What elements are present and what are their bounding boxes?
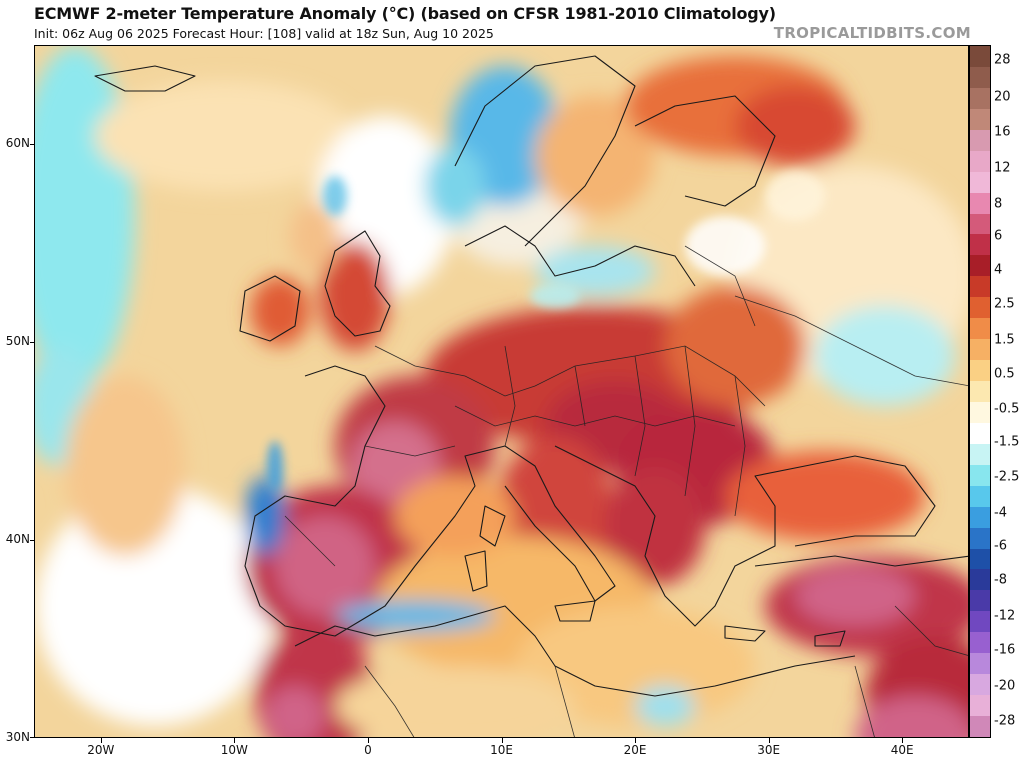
longitude-label: 20W — [87, 743, 115, 757]
colorbar-label: 28 — [994, 52, 1011, 68]
colorbar-segment — [970, 129, 990, 151]
colorbar-label: -28 — [994, 713, 1016, 729]
colorbar-label: -1.5 — [994, 434, 1020, 450]
colorbar — [969, 45, 991, 738]
colorbar-segment — [970, 171, 990, 193]
colorbar-label: 0.5 — [994, 366, 1015, 382]
latitude-label: 60N — [5, 136, 30, 150]
colorbar-segment — [970, 360, 990, 381]
map-title: ECMWF 2-meter Temperature Anomaly (°C) (… — [34, 4, 776, 23]
anomaly-map — [34, 45, 969, 738]
longitude-label: 0 — [364, 743, 372, 757]
longitude-tick — [234, 738, 236, 743]
colorbar-label: -4 — [994, 505, 1007, 521]
colorbar-segment — [970, 318, 990, 340]
longitude-label: 10E — [490, 743, 513, 757]
longitude-label: 10W — [220, 743, 248, 757]
latitude-label: 50N — [5, 334, 30, 348]
colorbar-segment — [970, 108, 990, 130]
colorbar-segment — [970, 464, 990, 486]
colorbar-segment — [970, 150, 990, 172]
colorbar-label: 20 — [994, 89, 1011, 105]
colorbar-segment — [970, 443, 990, 465]
country-borders — [284, 245, 968, 737]
colorbar-label: -20 — [994, 678, 1016, 694]
longitude-label: 40E — [890, 743, 914, 757]
colorbar-segment — [970, 527, 990, 549]
latitude-tick — [30, 540, 35, 541]
longitude-tick — [100, 738, 102, 743]
longitude-tick — [768, 738, 770, 743]
latitude-tick — [30, 737, 35, 738]
colorbar-segment — [970, 716, 990, 737]
colorbar-label: 4 — [994, 262, 1003, 278]
colorbar-segment — [970, 590, 990, 612]
colorbar-label: -12 — [994, 608, 1016, 624]
colorbar-label: 12 — [994, 160, 1011, 176]
colorbar-segment — [970, 653, 990, 675]
colorbar-label: -8 — [994, 572, 1007, 588]
colorbar-segment — [970, 569, 990, 591]
colorbar-label: -0.5 — [994, 401, 1020, 417]
colorbar-label: 1.5 — [994, 332, 1015, 348]
colorbar-segment — [970, 485, 990, 507]
colorbar-segment — [970, 46, 990, 67]
anomaly-field — [35, 46, 968, 737]
colorbar-segment — [970, 192, 990, 214]
colorbar-segment — [970, 674, 990, 696]
colorbar-segment — [970, 695, 990, 716]
longitude-label: 20E — [623, 743, 647, 757]
colorbar-label: -6 — [994, 538, 1007, 554]
colorbar-segment — [970, 213, 990, 235]
colorbar-segment — [970, 381, 990, 402]
forecast-info: Init: 06z Aug 06 2025 Forecast Hour: [10… — [34, 26, 494, 41]
coastlines — [94, 55, 968, 697]
colorbar-segment — [970, 422, 990, 444]
colorbar-segment — [970, 276, 990, 298]
colorbar-label: -16 — [994, 642, 1016, 658]
anomaly-detail — [267, 171, 825, 491]
colorbar-label: 8 — [994, 196, 1003, 212]
colorbar-label: 6 — [994, 228, 1003, 244]
colorbar-segment — [970, 339, 990, 361]
colorbar-segment — [970, 234, 990, 256]
colorbar-label: 16 — [994, 124, 1011, 140]
colorbar-segment — [970, 255, 990, 277]
colorbar-segment — [970, 87, 990, 109]
colorbar-segment — [970, 401, 990, 423]
latitude-tick — [30, 342, 35, 343]
latitude-label: 30N — [5, 730, 30, 744]
colorbar-segment — [970, 66, 990, 88]
colorbar-segment — [970, 632, 990, 654]
colorbar-segment — [970, 611, 990, 633]
longitude-label: 30E — [757, 743, 781, 757]
colorbar-label: 2.5 — [994, 296, 1015, 312]
latitude-tick — [30, 144, 35, 145]
latitude-label: 40N — [5, 532, 30, 546]
longitude-tick — [501, 738, 503, 743]
colorbar-segment — [970, 297, 990, 319]
site-watermark: TROPICALTIDBITS.COM — [773, 24, 971, 42]
longitude-tick — [635, 738, 637, 743]
longitude-tick — [902, 738, 904, 743]
colorbar-segment — [970, 506, 990, 528]
colorbar-segment — [970, 548, 990, 570]
colorbar-label: -2.5 — [994, 469, 1020, 485]
anomaly-map-graphic — [35, 46, 968, 737]
longitude-tick — [367, 738, 369, 743]
